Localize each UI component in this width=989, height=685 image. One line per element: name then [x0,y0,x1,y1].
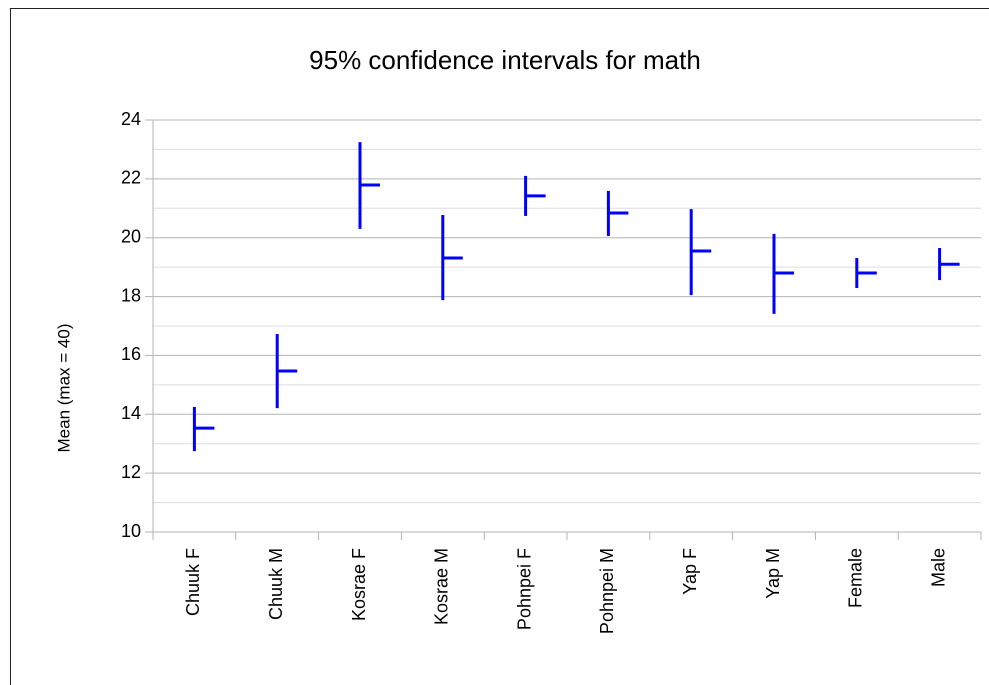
x-tick-label: Pohnpei F [514,548,534,630]
x-tick-label: Kosrae F [349,548,369,621]
y-tick-label: 12 [121,462,141,482]
y-tick-label: 10 [121,521,141,541]
x-tick-label: Kosrae M [432,548,452,625]
x-tick-label: Yap M [763,548,783,599]
y-tick-label: 16 [121,344,141,364]
y-tick-label: 22 [121,168,141,188]
x-tick-label: Chuuk F [183,548,203,616]
x-tick-label: Chuuk M [266,548,286,620]
x-tick-label: Pohnpei M [597,548,617,634]
x-tick-label: Yap F [680,548,700,595]
frame [10,8,989,685]
y-axis-label: Mean (max = 40) [54,324,73,453]
y-tick-label: 24 [121,109,141,129]
x-tick-label: Male [928,548,948,587]
chart-title: 95% confidence intervals for math [309,45,701,75]
y-tick-label: 18 [121,285,141,305]
x-tick-label: Female [846,548,866,608]
y-tick-label: 14 [121,403,141,423]
y-tick-label: 20 [121,226,141,246]
